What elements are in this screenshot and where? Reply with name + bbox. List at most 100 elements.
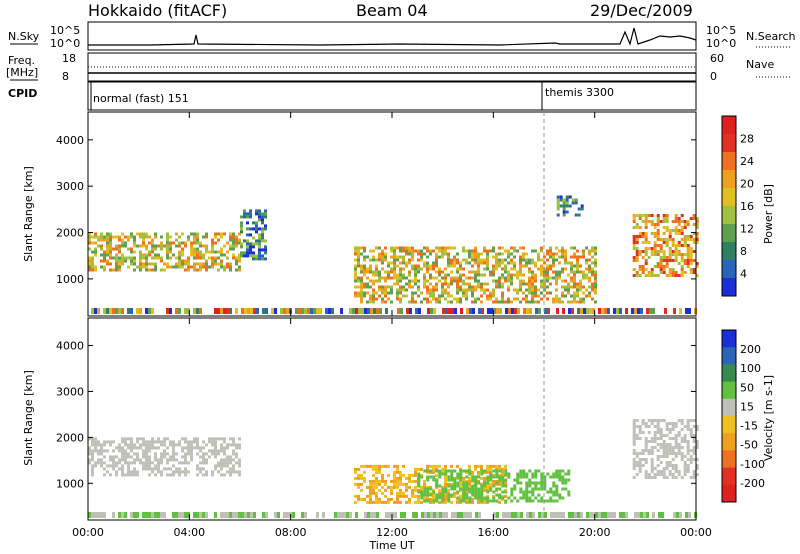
data-cell (399, 297, 402, 301)
data-cell (238, 464, 241, 468)
data-cell (477, 297, 480, 301)
data-cell (543, 484, 547, 488)
data-cell (447, 484, 451, 488)
data-cell (641, 232, 645, 235)
data-cell (393, 246, 396, 250)
colorbar-segment (722, 206, 736, 225)
data-cell (202, 452, 205, 456)
data-cell (507, 252, 510, 256)
data-cell (261, 239, 264, 243)
data-cell (686, 247, 690, 250)
data-cell (193, 308, 196, 314)
data-cell (178, 308, 181, 314)
data-cell (474, 252, 477, 256)
data-cell (214, 437, 217, 441)
data-cell (145, 256, 148, 260)
data-cell (148, 455, 151, 459)
data-cell (357, 294, 360, 298)
data-cell (674, 476, 678, 479)
data-cell (258, 254, 261, 258)
data-cell (220, 446, 223, 450)
data-cell (650, 461, 654, 464)
data-cell (580, 308, 583, 314)
data-cell (187, 470, 190, 474)
data-cell (477, 258, 480, 262)
data-cell (489, 475, 493, 479)
data-cell (486, 258, 489, 262)
data-cell (546, 252, 549, 256)
data-cell (109, 235, 112, 239)
data-cell (229, 262, 232, 266)
data-cell (390, 497, 393, 501)
data-cell (354, 291, 357, 295)
data-cell (552, 270, 555, 274)
data-cell (214, 241, 217, 245)
data-cell (522, 493, 526, 497)
data-cell (647, 247, 651, 250)
data-cell (444, 297, 447, 301)
data-cell (375, 479, 378, 483)
data-cell (109, 232, 112, 236)
data-cell (124, 235, 127, 239)
data-cell (465, 496, 469, 500)
data-cell (238, 238, 241, 242)
data-cell (653, 431, 657, 434)
data-cell (471, 493, 475, 497)
data-cell (695, 458, 699, 461)
data-cell (641, 265, 645, 268)
y-tick-label: 1000 (56, 477, 84, 490)
data-cell (202, 446, 205, 450)
data-cell (91, 458, 94, 462)
data-cell (635, 259, 639, 262)
data-cell (683, 440, 687, 443)
data-cell (680, 220, 684, 223)
data-cell (665, 259, 669, 262)
data-cell (106, 440, 109, 444)
data-cell (163, 443, 166, 447)
data-cell (190, 244, 193, 248)
data-cell (274, 308, 277, 314)
data-cell (133, 262, 136, 266)
data-cell (579, 300, 582, 304)
data-cell (109, 268, 112, 272)
data-cell (556, 204, 560, 208)
data-cell (429, 273, 432, 277)
data-cell (396, 276, 399, 280)
data-cell (450, 482, 453, 486)
data-cell (420, 488, 423, 492)
data-cell (492, 499, 496, 503)
data-cell (166, 452, 169, 456)
data-cell (634, 512, 637, 518)
data-cell (507, 297, 510, 301)
data-cell (507, 288, 510, 292)
data-cell (462, 246, 465, 250)
data-cell (466, 308, 469, 314)
data-cell (166, 473, 169, 477)
data-cell (692, 268, 696, 271)
data-cell (495, 252, 498, 256)
data-cell (567, 493, 571, 497)
data-cell (136, 446, 139, 450)
data-cell (686, 244, 690, 247)
data-cell (396, 494, 399, 498)
data-cell (635, 250, 639, 253)
data-cell (659, 262, 663, 265)
data-cell (540, 496, 544, 500)
data-cell (423, 282, 426, 286)
data-cell (474, 249, 477, 253)
data-cell (232, 235, 235, 239)
data-cell (175, 470, 178, 474)
scatter-feature-3 (632, 419, 699, 479)
data-cell (674, 434, 678, 437)
data-cell (677, 449, 681, 452)
data-cell (166, 253, 169, 257)
colorbar-tick-label: 4 (740, 268, 747, 281)
data-cell (372, 270, 375, 274)
data-cell (408, 246, 411, 250)
data-cell (692, 437, 696, 440)
data-cell (441, 294, 444, 298)
data-cell (384, 276, 387, 280)
data-cell (235, 244, 238, 248)
data-cell (373, 308, 376, 314)
data-cell (232, 238, 235, 242)
